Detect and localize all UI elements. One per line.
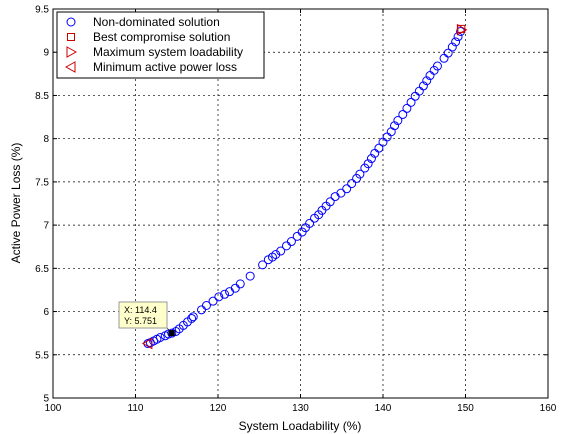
data-point (451, 37, 461, 47)
y-tick-label: 5.5 (35, 350, 49, 361)
data-point (456, 23, 468, 36)
data-point (220, 289, 230, 299)
legend-marker (66, 46, 78, 58)
legend-entry: Maximum system loadability (93, 45, 243, 59)
y-axis-label: Active Power Loss (%) (9, 143, 23, 264)
x-tick-label: 130 (292, 403, 309, 414)
data-point (398, 109, 408, 119)
data-point (201, 301, 211, 311)
data-point (167, 328, 177, 338)
data-point (390, 121, 400, 131)
y-tick-label: 8.5 (35, 91, 49, 102)
legend-entry: Non-dominated solution (93, 15, 220, 29)
data-point (267, 252, 277, 262)
y-tick-label: 9 (43, 48, 49, 59)
legend-box (56, 11, 265, 79)
data-point (276, 246, 286, 256)
data-point (325, 197, 335, 207)
y-tick-label: 6 (43, 307, 49, 318)
data-point (336, 188, 346, 198)
data-point (245, 271, 255, 281)
data-point (363, 159, 373, 169)
datatip-connector (166, 327, 173, 334)
y-tick-label: 7.5 (35, 177, 49, 188)
data-point (374, 143, 384, 153)
y-tick-label: 8 (43, 134, 49, 145)
data-point (342, 184, 352, 194)
data-point (432, 61, 442, 71)
data-point (355, 169, 365, 179)
data-point (347, 179, 357, 189)
x-tick-label: 140 (375, 403, 392, 414)
data-point (286, 237, 296, 247)
data-point (235, 279, 245, 289)
data-point (214, 292, 224, 302)
data-points (141, 23, 468, 350)
legend-marker (64, 61, 76, 73)
datatip-box (118, 301, 168, 329)
legend-entry: Best compromise solution (93, 30, 230, 44)
data-point (393, 116, 403, 126)
x-axis-label: System Loadability (%) (239, 419, 362, 433)
y-tick-label: 9.5 (35, 5, 49, 16)
data-point (141, 337, 153, 350)
legend-marker (66, 17, 76, 27)
y-tick-label: 6.5 (35, 264, 49, 275)
data-point (422, 76, 432, 86)
datatip-y-text: Y: 5.751 (124, 316, 157, 326)
data-point (208, 296, 218, 306)
data-point (305, 218, 315, 228)
data-point (406, 97, 416, 107)
data-point (258, 260, 268, 270)
x-tick-label: 120 (210, 403, 227, 414)
y-tick-label: 5 (43, 394, 49, 405)
data-point (443, 48, 453, 58)
data-point (447, 42, 457, 52)
y-tick-label: 7 (43, 221, 49, 232)
data-point (188, 312, 198, 322)
datatip-x-text: X: 114.4 (124, 305, 157, 315)
x-tick-label: 160 (540, 403, 557, 414)
x-tick-label: 150 (457, 403, 474, 414)
data-point (402, 103, 412, 113)
data-tip: X: 114.4Y: 5.751 (118, 301, 175, 337)
plot-frame (52, 8, 549, 399)
data-point (418, 81, 428, 91)
x-tick-label: 100 (45, 403, 62, 414)
data-point (155, 332, 165, 342)
legend-marker (67, 33, 75, 41)
x-tick-label: 110 (128, 403, 144, 414)
legend-entry: Minimum active power loss (93, 60, 237, 74)
data-point (366, 154, 376, 164)
data-point (187, 313, 197, 323)
